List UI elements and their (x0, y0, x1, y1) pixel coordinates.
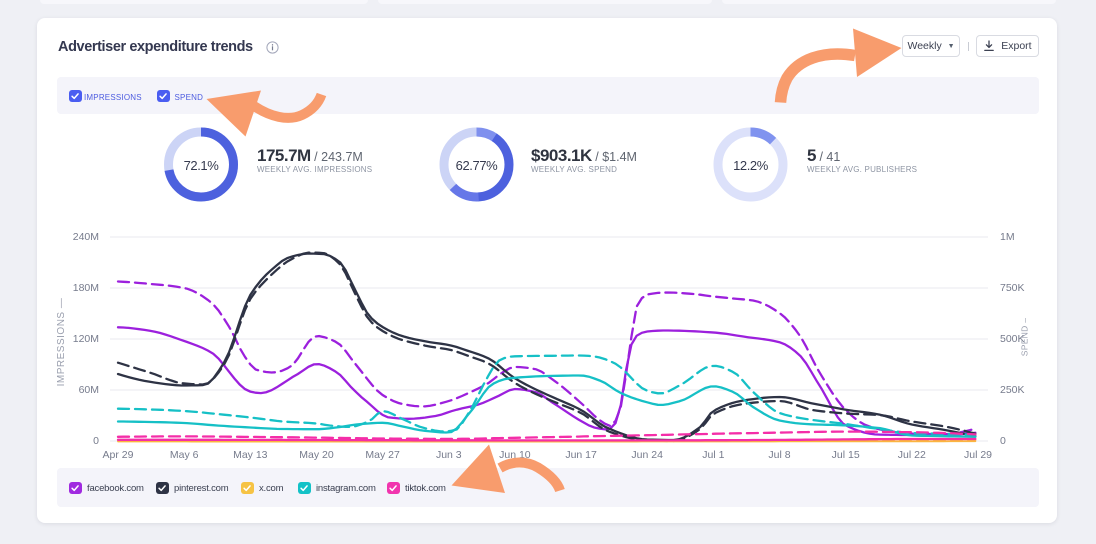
svg-text:Jul 1: Jul 1 (702, 449, 724, 461)
svg-text:IMPRESSIONS —: IMPRESSIONS — (56, 298, 67, 387)
svg-text:Jul 29: Jul 29 (964, 449, 992, 461)
svg-text:Jul 8: Jul 8 (768, 449, 790, 461)
svg-text:240M: 240M (73, 231, 99, 243)
svg-text:Apr 29: Apr 29 (103, 449, 134, 461)
svg-text:120M: 120M (73, 333, 99, 345)
svg-text:Jun 10: Jun 10 (499, 449, 531, 461)
svg-text:Jun 17: Jun 17 (565, 449, 597, 461)
svg-text:Jun 3: Jun 3 (436, 449, 462, 461)
svg-text:1M: 1M (1000, 231, 1015, 243)
svg-text:60M: 60M (79, 384, 99, 396)
svg-text:180M: 180M (73, 282, 99, 294)
svg-text:500K: 500K (1000, 333, 1025, 345)
svg-text:May 20: May 20 (299, 449, 334, 461)
svg-text:SPEND –: SPEND – (1020, 318, 1030, 356)
svg-text:750K: 750K (1000, 282, 1025, 294)
svg-text:May 13: May 13 (233, 449, 268, 461)
svg-text:May 6: May 6 (170, 449, 199, 461)
svg-text:0: 0 (1000, 435, 1006, 447)
svg-text:0: 0 (93, 435, 99, 447)
svg-text:250K: 250K (1000, 384, 1025, 396)
svg-text:May 27: May 27 (365, 449, 400, 461)
svg-text:Jul 15: Jul 15 (832, 449, 860, 461)
svg-text:Jun 24: Jun 24 (631, 449, 663, 461)
svg-text:Jul 22: Jul 22 (898, 449, 926, 461)
